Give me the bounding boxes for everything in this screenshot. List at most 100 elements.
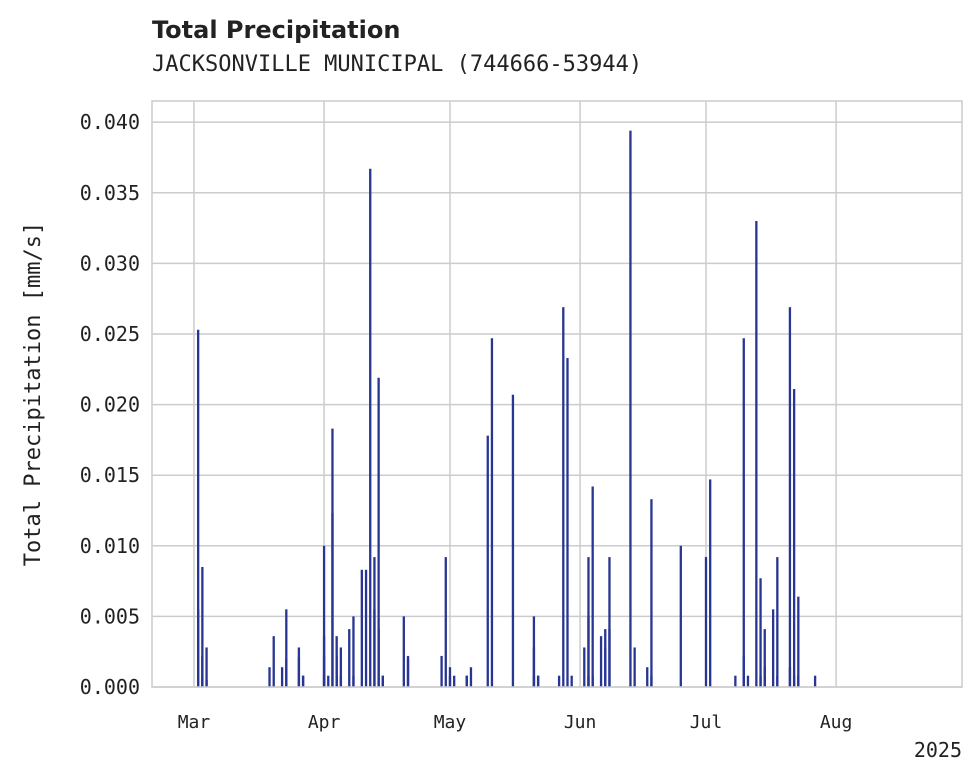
precipitation-bar: [360, 569, 363, 687]
precipitation-bar: [377, 377, 380, 687]
precipitation-bar: [763, 629, 766, 687]
precipitation-bar: [536, 675, 540, 687]
x-tick-label: May: [434, 712, 467, 733]
precipitation-bar: [373, 557, 376, 687]
precipitation-bar: [755, 221, 758, 687]
precipitation-bar: [364, 569, 368, 687]
precipitation-bar: [444, 557, 447, 687]
precipitation-bar: [709, 479, 712, 687]
precipitation-bar: [511, 394, 515, 687]
x-gridlines: [193, 101, 837, 687]
precipitation-bar: [352, 616, 355, 687]
precipitation-bar: [205, 647, 208, 687]
precipitation-bar: [532, 647, 536, 687]
precipitation-bar: [566, 357, 569, 687]
precipitation-bar: [587, 616, 590, 687]
y-tick-label: 0.020: [80, 393, 140, 417]
precipitation-bar: [465, 675, 468, 687]
precipitation-bar: [591, 486, 594, 687]
y-tick-label: 0.025: [80, 322, 140, 346]
precipitation-bar: [406, 655, 410, 687]
precipitation-bar: [369, 168, 372, 687]
precipitation-bar: [486, 435, 489, 687]
precipitation-bar: [402, 616, 405, 687]
y-tick-label: 0.010: [80, 534, 140, 558]
precipitation-bar: [490, 338, 494, 687]
precipitation-bar: [339, 675, 343, 687]
x-tick-label: Aug: [820, 712, 853, 733]
y-tick-label: 0.005: [80, 604, 140, 628]
precipitation-bar: [201, 655, 204, 687]
precipitation-bar: [285, 658, 288, 687]
y-tick-label: 0.035: [80, 181, 140, 205]
y-axis-label: Total Precipitation [mm/s]: [21, 222, 46, 566]
precipitation-bar: [650, 675, 653, 687]
precipitation-bar: [469, 667, 473, 687]
precipitation-bar: [205, 679, 208, 687]
precipitation-bar: [377, 629, 380, 687]
precipitation-bar: [285, 609, 288, 687]
precipitation-bar: [448, 667, 452, 687]
precipitation-bar: [322, 655, 326, 687]
precipitation-bar: [788, 307, 792, 687]
precipitation-bar: [599, 636, 603, 687]
precipitation-bar: [339, 647, 343, 687]
precipitation-bar: [335, 636, 338, 687]
precipitation-bar: [453, 675, 456, 687]
precipitation-bar: [322, 545, 326, 687]
y-tick-label: 0.000: [80, 675, 140, 699]
precipitation-bar: [608, 557, 611, 687]
precipitation-bar: [570, 675, 573, 687]
precipitation-bar: [335, 675, 338, 687]
precipitation-bar: [704, 557, 708, 687]
precipitation-bar: [646, 667, 649, 687]
precipitation-bar: [280, 667, 284, 687]
precipitation-bar: [797, 596, 800, 687]
precipitation-bar: [746, 675, 750, 687]
precipitation-bar: [348, 629, 351, 687]
precipitation-bar: [776, 675, 779, 687]
y-tick-label: 0.030: [80, 251, 140, 275]
chart-title: Total Precipitation: [152, 16, 401, 44]
precipitation-bar: [813, 675, 817, 687]
precipitation-bar: [201, 566, 204, 687]
plot-frame: [151, 100, 963, 688]
precipitation-bar: [352, 675, 355, 687]
precipitation-bar: [734, 675, 737, 687]
x-tick-label: Jul: [690, 712, 723, 733]
bar-series: [197, 130, 817, 687]
precipitation-bar: [301, 675, 305, 687]
precipitation-bar: [272, 636, 275, 687]
precipitation-bar: [629, 130, 632, 687]
precipitation-bar: [440, 655, 443, 687]
x-tick-label: Apr: [308, 712, 341, 733]
y-tick-label: 0.015: [80, 463, 140, 487]
y-gridlines: [152, 121, 962, 688]
precipitation-bar: [792, 389, 796, 687]
precipitation-bar: [381, 675, 384, 687]
precipitation-bar: [268, 667, 271, 687]
x-offset-label: 2025: [914, 738, 962, 762]
precipitation-bar: [633, 647, 636, 687]
precipitation-bar: [776, 557, 779, 687]
chart-subtitle: JACKSONVILLE MUNICIPAL (744666-53944): [152, 52, 643, 77]
x-tick-label: Jun: [564, 712, 597, 733]
precipitation-bar: [297, 647, 301, 687]
precipitation-bar: [759, 578, 762, 687]
x-tick-labels: Mar Apr May Jun Jul Aug: [178, 712, 853, 733]
precipitation-bar: [201, 675, 204, 687]
precipitation-bar: [331, 513, 334, 687]
precipitation-bar: [650, 499, 653, 687]
precipitation-bar: [197, 329, 200, 687]
precipitation-bar: [557, 675, 561, 687]
y-tick-labels: 0.000 0.005 0.010 0.015 0.020 0.025 0.030 0.035…: [80, 110, 140, 699]
precipitation-bar: [591, 675, 594, 687]
precipitation-bar: [604, 629, 607, 687]
precipitation-bar: [771, 609, 775, 687]
precipitation-bar: [788, 667, 792, 687]
precipitation-bar: [742, 338, 745, 687]
precipitation-bar: [327, 675, 330, 687]
precipitation-bar: [562, 307, 565, 687]
x-tick-label: Mar: [178, 712, 211, 733]
precipitation-bar: [583, 647, 586, 687]
